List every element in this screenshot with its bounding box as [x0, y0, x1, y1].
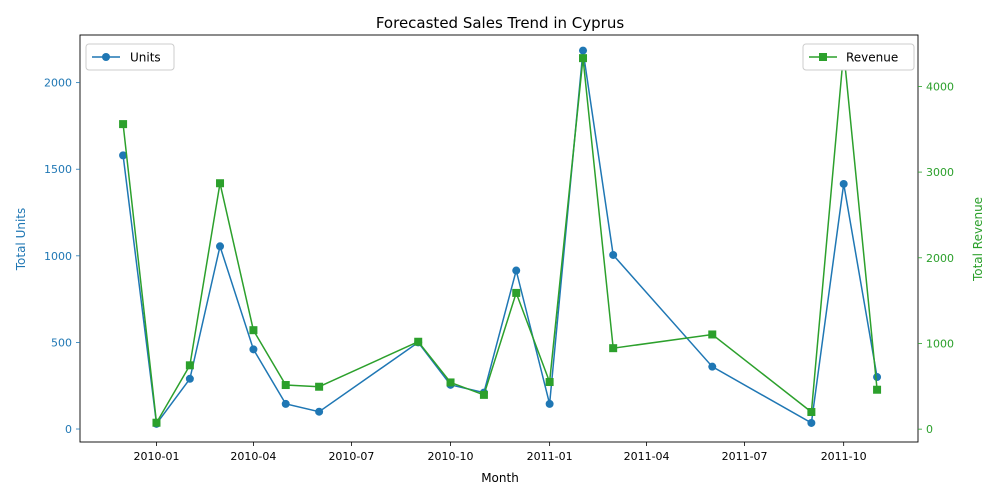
y-left-tick-label: 1000	[44, 250, 72, 263]
legend-units-marker	[102, 53, 110, 61]
data-point-revenue	[479, 390, 488, 399]
data-point-units	[807, 418, 816, 427]
data-point-units	[839, 179, 848, 188]
data-point-units	[609, 250, 618, 259]
legend-right-box	[802, 43, 915, 71]
data-point-revenue	[579, 54, 588, 63]
data-point-revenue	[512, 288, 521, 297]
data-point-revenue	[249, 326, 258, 335]
x-tick-label: 2010-07	[328, 450, 374, 463]
data-point-revenue	[446, 378, 455, 387]
data-point-revenue	[281, 381, 290, 390]
y-right-tick-label: 0	[926, 423, 933, 436]
legend-left-box	[85, 43, 175, 71]
y-left-tick-label: 1500	[44, 163, 72, 176]
chart-title: Forecasted Sales Trend in Cyprus	[376, 14, 624, 32]
data-point-revenue	[708, 330, 717, 339]
x-tick-label: 2011-04	[624, 450, 670, 463]
plot-frame	[79, 34, 919, 443]
data-point-units	[708, 362, 717, 371]
y-right-tick-label: 3000	[926, 166, 954, 179]
legend-revenue-label: Revenue	[846, 51, 898, 65]
data-point-units	[545, 399, 554, 408]
data-point-revenue	[216, 179, 225, 188]
data-point-units	[873, 373, 882, 382]
data-point-units	[281, 399, 290, 408]
y-left-tick-label: 2000	[44, 77, 72, 90]
y-right-tick-label: 4000	[926, 80, 954, 93]
x-tick-label: 2011-10	[821, 450, 867, 463]
data-point-revenue	[119, 120, 128, 129]
y-right-tick-label: 2000	[926, 252, 954, 265]
x-tick-label: 2010-10	[428, 450, 474, 463]
x-tick-label: 2010-04	[230, 450, 276, 463]
data-point-units	[216, 242, 225, 251]
legend-left: Units	[85, 43, 175, 71]
data-point-revenue	[152, 418, 161, 427]
y-left-tick-label: 500	[51, 336, 72, 349]
x-tick-label: 2011-07	[722, 450, 768, 463]
data-point-units	[315, 407, 324, 416]
series-line-units	[122, 50, 878, 426]
data-point-units	[119, 151, 128, 160]
legend-units-label: Units	[130, 51, 161, 65]
legend-revenue-marker	[819, 53, 827, 61]
y-axis-label-right: Total Revenue	[971, 197, 985, 282]
data-point-units	[185, 374, 194, 383]
x-tick-label: 2010-01	[133, 450, 179, 463]
plot-area	[119, 46, 882, 428]
data-point-revenue	[545, 378, 554, 387]
y-axis-label-left: Total Units	[14, 208, 28, 272]
data-point-revenue	[185, 361, 194, 370]
data-point-units	[249, 345, 258, 354]
data-point-revenue	[414, 337, 423, 346]
y-right-tick-label: 1000	[926, 337, 954, 350]
data-point-units	[512, 266, 521, 275]
data-point-revenue	[873, 385, 882, 394]
y-left-tick-label: 0	[65, 423, 72, 436]
data-point-units	[579, 46, 588, 55]
x-tick-label: 2011-01	[527, 450, 573, 463]
series-line-revenue	[122, 51, 878, 426]
x-axis-label: Month	[481, 471, 519, 485]
data-point-revenue	[807, 408, 816, 417]
legend-right: Revenue	[802, 43, 915, 71]
data-point-revenue	[609, 344, 618, 353]
data-point-revenue	[315, 382, 324, 391]
